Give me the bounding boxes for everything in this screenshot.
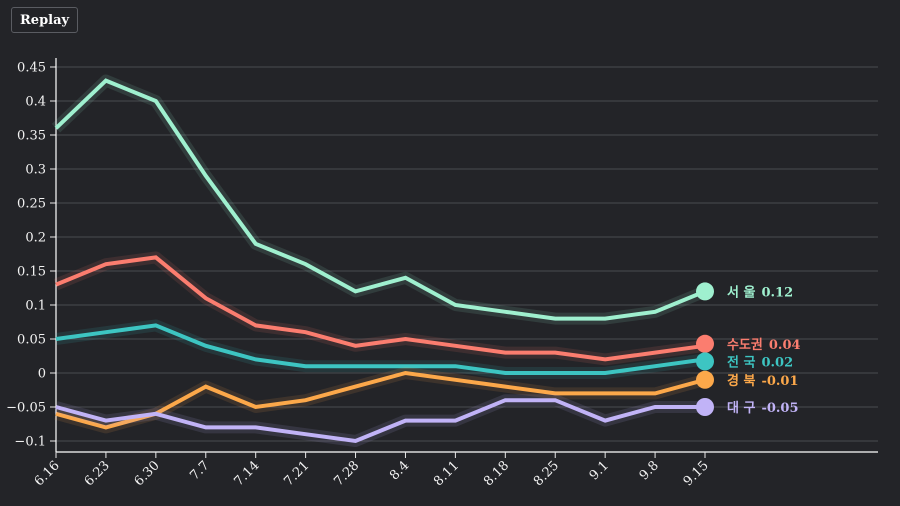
series-value: -0.05 — [761, 401, 798, 416]
series-line — [55, 255, 706, 362]
series-name: 수도권 — [727, 338, 763, 353]
x-tick-label: 7.28 — [331, 458, 362, 489]
x-tick-label: 7.7 — [187, 458, 212, 483]
x-tick-label: 6.23 — [82, 458, 113, 489]
series-end-label: 전 국 0.02 — [727, 354, 793, 370]
x-tick-label: 9.8 — [637, 458, 662, 483]
series-name: 서 울 — [727, 284, 755, 300]
series-end-label: 경 북 -0.01 — [727, 373, 799, 389]
series-name: 대 구 — [727, 401, 755, 416]
y-tick-label: 0.1 — [25, 299, 46, 314]
y-tick-label: −0.1 — [14, 435, 46, 450]
x-tick-label: 6.16 — [32, 458, 63, 489]
series-3 — [54, 367, 707, 434]
x-tick-label: 7.14 — [231, 458, 262, 489]
y-tick-label: 0.2 — [25, 231, 46, 246]
series-value: 0.04 — [769, 338, 801, 353]
y-tick-label: 0.45 — [17, 61, 46, 76]
series-0 — [51, 74, 708, 325]
x-tick-label: 8.18 — [481, 458, 512, 489]
end-labels: 서 울 0.12 수도권 0.04 전 국 0.02 경 북 -0.01 대 구 -0.05 — [696, 282, 801, 416]
y-tick-label: −0.05 — [6, 401, 46, 416]
x-tick-label: 9.15 — [681, 458, 712, 489]
series-end-label: 수도권 0.04 — [727, 338, 801, 353]
series-end-label: 서 울 0.12 — [727, 284, 793, 300]
series-line — [55, 370, 706, 430]
series-4 — [54, 394, 705, 447]
x-tick-label: 6.30 — [132, 458, 163, 489]
end-marker — [696, 370, 714, 389]
x-tick-label: 8.25 — [531, 458, 562, 489]
y-axis: 0.45 0.4 0.35 0.3 0.25 0.2 0.15 0.1 0.05 0 −0.05 −0… — [6, 58, 57, 452]
series-line — [54, 78, 706, 321]
y-tick-label: 0.3 — [25, 163, 46, 178]
series-line — [55, 398, 705, 444]
end-marker — [696, 398, 714, 416]
replay-button[interactable]: Replay — [11, 7, 79, 33]
end-marker — [696, 282, 714, 301]
series-1 — [53, 251, 706, 366]
end-marker — [696, 334, 714, 353]
series-lines — [51, 74, 708, 447]
series-value: -0.01 — [761, 374, 798, 389]
x-tick-label: 8.11 — [431, 458, 462, 489]
y-tick-label: 0.4 — [25, 95, 46, 110]
end-marker — [696, 352, 714, 371]
y-tick-label: 0.25 — [17, 197, 46, 212]
series-end-label: 대 구 -0.05 — [727, 401, 799, 416]
x-tick-label: 8.4 — [387, 458, 412, 483]
y-tick-label: 0.35 — [17, 129, 46, 144]
series-value: 0.12 — [761, 285, 793, 300]
series-value: 0.02 — [761, 355, 793, 370]
series-line — [55, 323, 706, 375]
x-tick-label: 9.1 — [587, 458, 612, 483]
x-axis: 6.16 6.23 6.30 7.7 7.14 7.21 7.28 8.4 8.11 8.18 8.… — [32, 451, 878, 489]
series-name: 전 국 — [727, 354, 755, 370]
y-tick-label: 0.05 — [17, 333, 46, 348]
x-tick-label: 7.21 — [281, 458, 312, 489]
y-tick-label: 0.15 — [17, 265, 46, 280]
y-tick-label: 0 — [38, 367, 46, 382]
series-2 — [55, 319, 706, 379]
series-name: 경 북 — [727, 373, 755, 389]
